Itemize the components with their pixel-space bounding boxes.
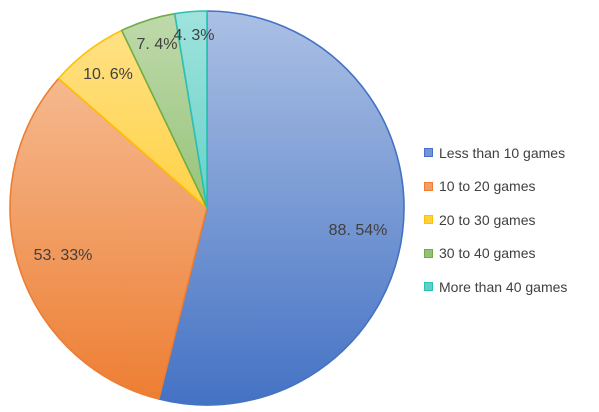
legend-label: More than 40 games: [439, 278, 568, 295]
legend-item-5: More than 40 games: [424, 270, 596, 304]
pie-data-labels: 88. 54% 53. 33% 10. 6%7. 4%4. 3%: [34, 27, 388, 264]
legend-swatch: [424, 148, 433, 158]
legend-item-1: Less than 10 games: [424, 136, 596, 170]
pie-slice-1: [158, 10, 405, 406]
legend-swatch: [424, 282, 433, 292]
data-label-2: 53. 33%: [34, 247, 93, 264]
pie-slice-2: [9, 77, 208, 400]
legend-swatch: [424, 215, 433, 225]
pie-slices: [9, 10, 405, 406]
data-label-4: 7. 4%: [137, 36, 178, 53]
legend-label: Less than 10 games: [439, 144, 566, 161]
chart-legend: Less than 10 games 10 to 20 games 20 to 30…: [424, 136, 596, 304]
legend-label: 10 to 20 games: [439, 178, 536, 195]
pie-slice-5: [173, 10, 208, 209]
legend-label: 30 to 40 games: [439, 245, 536, 262]
legend-item-4: 30 to 40 games: [424, 237, 596, 271]
legend-item-3: 20 to 30 games: [424, 203, 596, 237]
legend-swatch: [424, 181, 433, 191]
legend-item-2: 10 to 20 games: [424, 170, 596, 204]
data-label-1: 88. 54%: [329, 222, 388, 239]
legend-swatch: [424, 248, 433, 258]
data-label-5: 4. 3%: [174, 27, 215, 44]
data-label-3: 10. 6%: [83, 66, 133, 83]
legend-label: 20 to 30 games: [439, 211, 536, 228]
